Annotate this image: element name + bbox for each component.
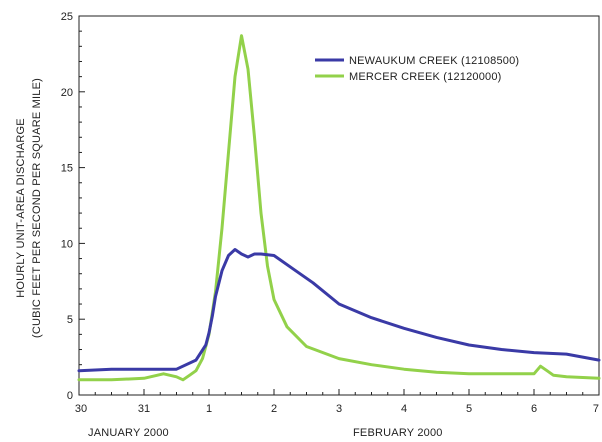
y-axis: 0 5 10 15 20 25 <box>61 11 85 402</box>
x-axis-month-february: FEBRUARY 2000 <box>353 427 443 439</box>
x-tick-label: 30 <box>75 403 87 415</box>
legend: NEWAUKUM CREEK (12108500) MERCER CREEK (… <box>315 55 519 83</box>
x-axis: 30 31 1 2 3 4 5 6 7 <box>75 389 600 415</box>
x-tick-label: 4 <box>401 403 407 415</box>
y-tick-label: 5 <box>67 314 73 326</box>
x-tick-label: 5 <box>466 403 472 415</box>
x-tick-label: 6 <box>531 403 537 415</box>
y-tick-label: 15 <box>61 163 73 175</box>
y-axis-title-line2: (CUBIC FEET PER SECOND PER SQUARE MILE) <box>31 78 43 338</box>
series-layer <box>77 34 601 382</box>
x-tick-label: 1 <box>206 403 212 415</box>
x-tick-label: 31 <box>138 403 150 415</box>
series-line-mercer <box>77 34 601 382</box>
y-tick-label: 20 <box>61 87 73 99</box>
x-tick-label: 7 <box>593 403 599 415</box>
x-tick-label: 2 <box>271 403 277 415</box>
y-tick-label: 10 <box>61 238 73 250</box>
y-tick-label: 0 <box>67 390 73 402</box>
y-axis-title: HOURLY UNIT-AREA DISCHARGE (CUBIC FEET P… <box>15 78 43 338</box>
legend-label-newaukum: NEWAUKUM CREEK (12108500) <box>349 55 519 67</box>
legend-label-mercer: MERCER CREEK (12120000) <box>349 71 502 83</box>
x-tick-label: 3 <box>336 403 342 415</box>
series-line-newaukum <box>77 248 601 373</box>
x-axis-month-january: JANUARY 2000 <box>88 427 169 439</box>
plot-frame <box>78 15 600 396</box>
y-axis-title-line1: HOURLY UNIT-AREA DISCHARGE <box>15 118 27 298</box>
y-tick-label: 25 <box>61 11 73 23</box>
